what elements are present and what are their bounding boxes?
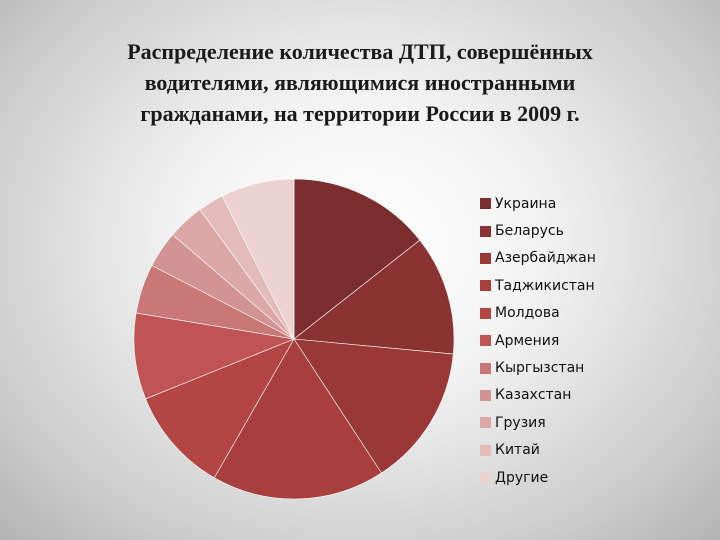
- legend-item: Молдова: [480, 300, 596, 327]
- legend-swatch: [480, 198, 491, 210]
- legend-swatch: [480, 417, 491, 429]
- legend-swatch: [480, 307, 491, 319]
- legend-label: Азербайджан: [495, 250, 596, 267]
- legend-label: Грузия: [495, 414, 546, 431]
- legend-item: Беларусь: [480, 217, 596, 244]
- legend-swatch: [480, 389, 491, 401]
- legend-item: Китай: [480, 437, 596, 464]
- chart-title-line-2: водителями, являющимися иностранными: [144, 70, 576, 95]
- legend-swatch: [480, 472, 491, 484]
- pie-slices: [133, 178, 455, 500]
- pie-slice-3: [293, 338, 454, 474]
- legend-label: Беларусь: [495, 223, 564, 240]
- legend-label: Кыргызстан: [495, 360, 585, 377]
- pie-slice-4: [213, 338, 382, 500]
- legend-label: Украина: [495, 195, 557, 212]
- legend-item: Другие: [480, 464, 596, 491]
- legend-item: Кыргызстан: [480, 354, 596, 381]
- pie-slice-11: [221, 178, 295, 340]
- legend-label: Китай: [495, 442, 540, 459]
- legend-label: Молдова: [495, 305, 560, 322]
- legend-swatch: [480, 252, 491, 264]
- legend-item: Таджикистан: [480, 272, 596, 299]
- chart-title-line-3: гражданами, на территории России в 2009 …: [140, 101, 580, 126]
- legend-label: Другие: [495, 469, 549, 486]
- legend-item: Грузия: [480, 409, 596, 436]
- pie-slice-6: [133, 312, 296, 400]
- legend-item: Украина: [480, 190, 596, 217]
- pie-slice-1: [293, 178, 421, 340]
- chart-title: Распределение количества ДТП, совершённы…: [40, 36, 680, 129]
- legend-swatch: [480, 335, 491, 347]
- legend-label: Армения: [495, 332, 560, 349]
- legend-label: Казахстан: [495, 387, 572, 404]
- legend-swatch: [480, 280, 491, 292]
- chart-title-line-1: Распределение количества ДТП, совершённы…: [127, 39, 593, 64]
- chart-legend: Украина Беларусь Азербайджан Таджикистан Мол…: [480, 190, 596, 491]
- legend-item: Армения: [480, 327, 596, 354]
- legend-label: Таджикистан: [495, 277, 595, 294]
- legend-swatch: [480, 362, 491, 374]
- legend-item: Азербайджан: [480, 245, 596, 272]
- pie-slice-5: [145, 338, 295, 479]
- legend-swatch: [480, 225, 491, 237]
- legend-item: Казахстан: [480, 382, 596, 409]
- legend-swatch: [480, 444, 491, 456]
- pie-slice-2: [293, 239, 455, 355]
